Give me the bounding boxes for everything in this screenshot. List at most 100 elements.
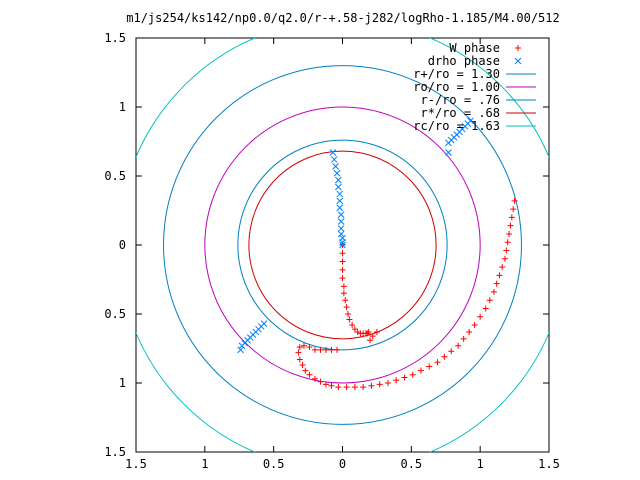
data-point xyxy=(351,326,358,333)
series-drho-phase xyxy=(237,117,474,354)
data-point xyxy=(329,149,337,156)
data-point xyxy=(354,328,361,335)
data-point xyxy=(445,149,452,156)
data-point xyxy=(460,335,467,342)
data-point xyxy=(503,247,510,254)
data-point xyxy=(504,239,511,246)
data-point xyxy=(343,384,350,391)
y-tick-label: 1.5 xyxy=(104,445,126,459)
data-point xyxy=(486,297,493,304)
data-point xyxy=(306,344,313,351)
data-point xyxy=(507,222,514,229)
data-point xyxy=(295,349,302,356)
y-tick-label: 0.5 xyxy=(104,169,126,183)
data-point xyxy=(337,230,345,238)
data-point xyxy=(306,371,313,378)
data-point xyxy=(296,356,303,363)
data-point xyxy=(393,377,400,384)
data-point xyxy=(335,183,342,191)
legend-label: r+/ro = 1.30 xyxy=(413,67,500,81)
y-tick-label: 1 xyxy=(119,100,126,114)
data-point xyxy=(337,225,345,232)
data-point xyxy=(340,290,347,297)
data-point xyxy=(349,322,356,329)
x-tick-label: 1.5 xyxy=(538,457,560,471)
data-point xyxy=(466,328,473,335)
x-tick-label: 0.5 xyxy=(263,457,285,471)
data-point xyxy=(237,346,244,354)
data-point xyxy=(367,337,374,344)
data-point xyxy=(369,333,376,340)
data-point xyxy=(508,214,515,221)
x-tick-label: 1 xyxy=(477,457,484,471)
data-point xyxy=(322,381,329,388)
plot-area xyxy=(136,38,549,452)
data-point xyxy=(336,197,344,205)
legend-label: drho phase xyxy=(428,54,500,68)
data-point xyxy=(360,384,367,391)
data-point xyxy=(317,378,324,385)
data-point xyxy=(311,346,318,353)
legend-label: rc/ro = 1.63 xyxy=(413,119,500,133)
data-point xyxy=(368,382,375,389)
data-point xyxy=(343,304,350,311)
legend-label: r*/ro = .68 xyxy=(421,106,500,120)
data-point xyxy=(365,328,372,335)
data-point xyxy=(471,322,478,329)
circle-r xyxy=(248,150,437,340)
circle-r xyxy=(163,65,522,425)
y-tick-label: 0 xyxy=(119,238,126,252)
data-point xyxy=(409,371,416,378)
data-point xyxy=(339,238,346,246)
data-point xyxy=(339,275,346,282)
data-point xyxy=(339,266,346,273)
data-point xyxy=(330,156,338,163)
legend-label: W phase xyxy=(449,41,500,55)
data-point xyxy=(345,311,352,317)
data-point xyxy=(300,342,307,349)
data-point xyxy=(506,230,513,237)
data-point xyxy=(335,384,342,391)
data-point xyxy=(384,380,391,386)
x-tick-label: 0 xyxy=(339,457,346,471)
legend-label: ro/ro = 1.00 xyxy=(413,80,500,94)
data-point xyxy=(333,346,340,353)
x-tick-label: 1 xyxy=(201,457,208,471)
data-point xyxy=(373,328,380,335)
data-point xyxy=(477,313,484,320)
data-point xyxy=(302,367,309,374)
legend-swatch xyxy=(514,57,522,65)
data-point xyxy=(332,162,339,170)
legend-swatch xyxy=(515,45,521,51)
data-point xyxy=(328,382,335,389)
data-point xyxy=(501,255,508,262)
y-tick-label: 0.5 xyxy=(104,307,126,321)
data-point xyxy=(455,342,462,349)
data-point xyxy=(328,346,335,353)
data-point xyxy=(346,316,353,323)
data-point xyxy=(339,250,346,257)
data-point xyxy=(333,169,341,177)
axis-ticks: 1.5 1 0.5 0 0.5 1 1.51.510.500.511.5 xyxy=(104,31,560,471)
x-tick-label: 1.5 xyxy=(125,457,147,471)
x-tick-label: 0.5 xyxy=(400,457,422,471)
data-point xyxy=(434,359,441,366)
data-point xyxy=(337,218,345,225)
data-point xyxy=(339,241,346,249)
data-point xyxy=(340,283,347,290)
data-point xyxy=(351,384,358,391)
data-point xyxy=(511,197,518,204)
y-tick-label: 1 xyxy=(119,376,126,390)
data-point xyxy=(296,344,303,351)
data-point xyxy=(510,206,517,213)
data-point xyxy=(376,381,383,388)
data-point xyxy=(441,353,448,360)
data-point xyxy=(337,211,345,218)
circle-r xyxy=(237,139,448,351)
data-point xyxy=(493,280,500,287)
legend-label: r-/ro = .76 xyxy=(421,93,500,107)
y-tick-label: 1.5 xyxy=(104,31,126,45)
data-point xyxy=(426,363,433,370)
data-point xyxy=(311,375,318,382)
